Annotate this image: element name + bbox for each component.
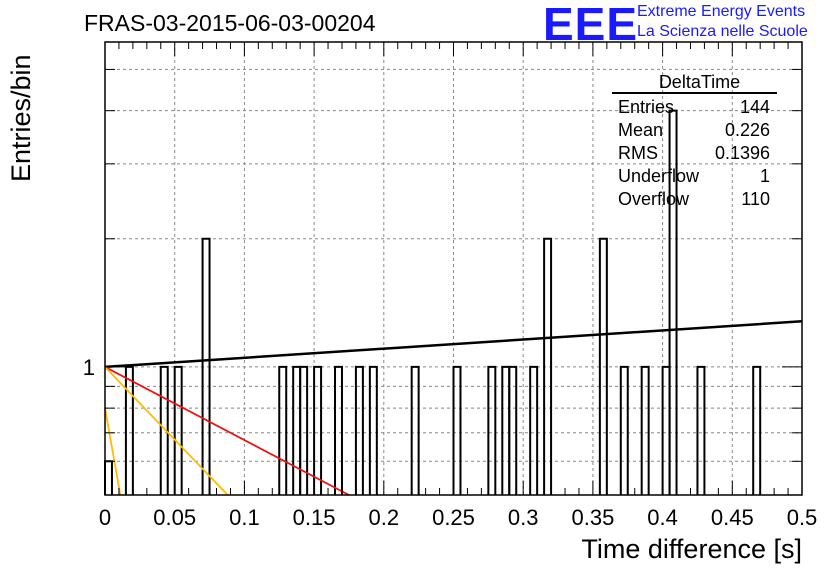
stats-label: Mean bbox=[618, 120, 663, 140]
histogram-bin bbox=[334, 365, 343, 495]
histogram-bin bbox=[124, 365, 134, 495]
stats-box: DeltaTime Entries 144 Mean 0.226 RMS 0.1396 Und… bbox=[612, 72, 777, 209]
logo-line-2: La Scienza nelle Scuole bbox=[637, 23, 808, 40]
y-tick-label: 1 bbox=[83, 355, 95, 380]
x-tick-label: 0.5 bbox=[787, 505, 818, 530]
histogram-bin bbox=[668, 109, 678, 495]
histogram-bin bbox=[313, 365, 323, 495]
x-tick-label: 0.4 bbox=[647, 505, 678, 530]
histogram-bin bbox=[696, 365, 706, 495]
fit-lines bbox=[104, 320, 803, 496]
histogram-bin bbox=[508, 365, 518, 495]
histogram-bin bbox=[354, 365, 364, 495]
eee-logo: EEE bbox=[543, 0, 639, 50]
x-tick-label: 0.05 bbox=[153, 505, 196, 530]
stats-value: 0.226 bbox=[725, 120, 770, 140]
x-tick-label: 0.35 bbox=[571, 505, 614, 530]
histogram-bin bbox=[368, 365, 378, 495]
histogram-bin bbox=[104, 460, 113, 495]
histogram-bin bbox=[410, 365, 420, 495]
histogram-bin bbox=[487, 365, 497, 495]
fit-line bbox=[104, 407, 122, 496]
histogram-bin bbox=[619, 365, 629, 495]
x-tick-label: 0.3 bbox=[508, 505, 539, 530]
histogram-bin bbox=[299, 365, 309, 495]
stats-label: Underflow bbox=[618, 166, 700, 186]
histogram-bin bbox=[543, 237, 553, 495]
stats-value: 0.1396 bbox=[715, 143, 770, 163]
x-tick-label: 0.2 bbox=[369, 505, 400, 530]
stats-label: RMS bbox=[618, 143, 658, 163]
histogram-bin bbox=[752, 365, 762, 495]
x-tick-label: 0.15 bbox=[293, 505, 336, 530]
histogram-bin bbox=[640, 365, 650, 495]
histogram-bin bbox=[173, 365, 183, 495]
stats-name: DeltaTime bbox=[659, 72, 740, 92]
logo-line-1: Extreme Energy Events bbox=[637, 3, 806, 20]
x-axis-label: Time difference [s] bbox=[581, 534, 802, 564]
chart-title: FRAS-03-2015-06-03-00204 bbox=[84, 10, 376, 36]
histogram-bin bbox=[452, 365, 462, 495]
histogram-bin bbox=[598, 237, 608, 495]
x-tick-label: 0 bbox=[99, 505, 111, 530]
stats-label: Entries bbox=[618, 97, 674, 117]
stats-value: 110 bbox=[741, 189, 770, 209]
histogram-bin bbox=[201, 237, 211, 495]
stats-value: 1 bbox=[760, 166, 770, 186]
x-tick-label: 0.45 bbox=[711, 505, 754, 530]
x-tick-label: 0.25 bbox=[432, 505, 475, 530]
histogram-bin bbox=[278, 365, 288, 495]
histogram-bin bbox=[529, 365, 539, 495]
fit-line bbox=[104, 366, 229, 496]
stats-label: Overflow bbox=[618, 189, 690, 209]
fit-line bbox=[104, 320, 803, 369]
fit-line bbox=[104, 366, 350, 496]
stats-value: 144 bbox=[740, 97, 770, 117]
histogram-bars bbox=[104, 109, 762, 495]
axes: 0 0.05 0.1 0.15 0.2 0.25 0.3 0.35 0.4 0.45 0.5 1 bbox=[83, 41, 818, 530]
x-tick-label: 0.1 bbox=[229, 505, 260, 530]
histogram-bin bbox=[159, 365, 169, 495]
